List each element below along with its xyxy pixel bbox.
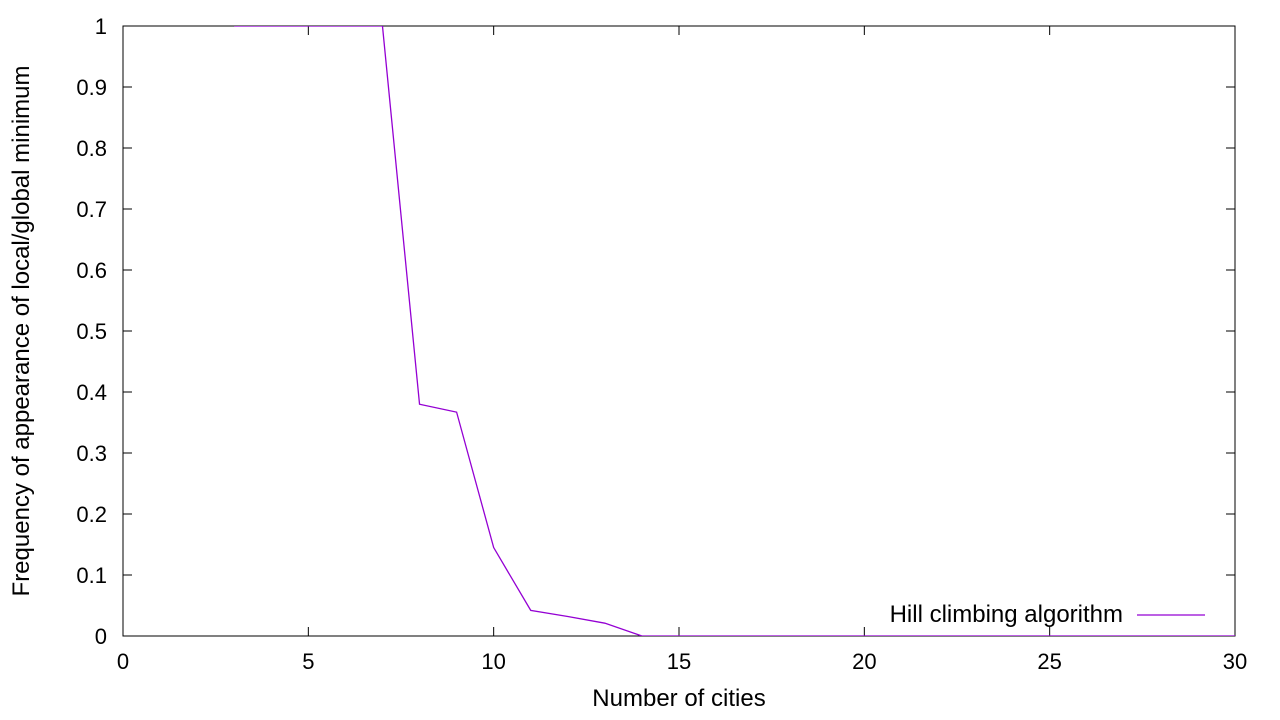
y-tick-label: 0.9 [76,75,107,100]
x-axis-title: Number of cities [592,685,765,712]
x-tick-label: 10 [481,649,505,674]
x-tick-label: 25 [1037,649,1061,674]
y-tick-label: 0.2 [76,502,107,527]
y-tick-label: 0.6 [76,258,107,283]
series-line-0 [234,26,1235,636]
x-tick-label: 0 [117,649,129,674]
x-tick-label: 30 [1223,649,1247,674]
x-tick-label: 20 [852,649,876,674]
series-layer [234,26,1235,636]
legend-label-hill-climbing: Hill climbing algorithm [890,601,1123,628]
tick-labels-layer: 0 5 10 15 20 25 30 0 0.1 0.2 0.3 0.4 0.5 0.6 0.7 0.8 0.9… [76,14,1247,674]
plot-frame [122,25,1236,637]
y-tick-label: 0.7 [76,197,107,222]
y-tick-label: 1 [95,14,107,39]
y-tick-label: 0.5 [76,319,107,344]
y-tick-label: 0 [95,624,107,649]
legend: Hill climbing algorithm [890,601,1205,628]
y-tick-label: 0.1 [76,563,107,588]
ticks-layer [122,25,1236,637]
y-tick-label: 0.4 [76,380,107,405]
x-tick-label: 15 [667,649,691,674]
y-axis-title: Frequency of appearance of local/global … [8,66,35,597]
y-tick-label: 0.8 [76,136,107,161]
x-tick-label: 5 [302,649,314,674]
y-tick-label: 0.3 [76,441,107,466]
